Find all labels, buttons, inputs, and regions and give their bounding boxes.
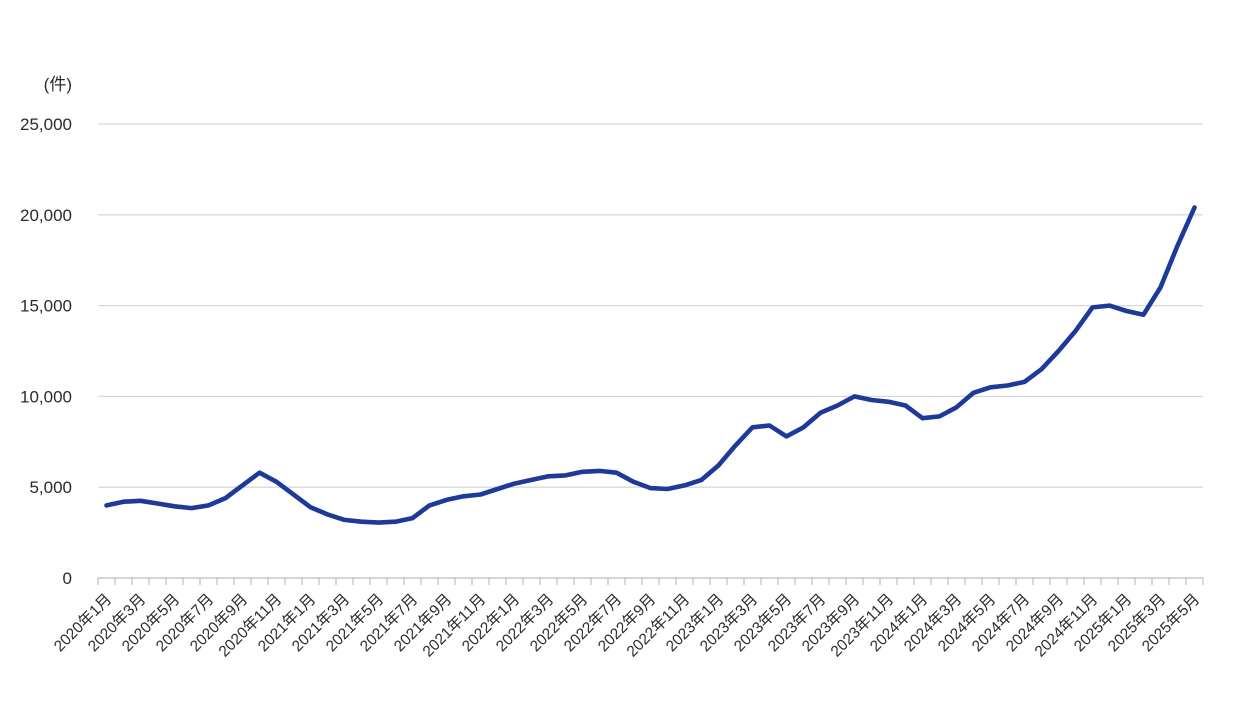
y-axis-tick-label: 10,000: [20, 387, 72, 406]
y-axis-tick-label: 5,000: [29, 478, 72, 497]
gridlines: [98, 123, 1203, 488]
y-axis-tick-label: 25,000: [20, 115, 72, 134]
y-axis-unit-label: (件): [44, 75, 72, 94]
y-axis-tick-label: 0: [63, 569, 72, 588]
cases-trend-line: [104, 205, 1197, 525]
y-axis-tick-label: 20,000: [20, 206, 72, 225]
x-axis: [97, 577, 1204, 585]
x-axis-tick-labels: 2020年1月2020年3月2020年5月2020年7月2020年9月2020年…: [50, 590, 1203, 660]
data-line-series: [104, 205, 1197, 525]
y-axis-tick-label: 15,000: [20, 297, 72, 316]
y-axis-tick-labels: 0 5,000 10,000 15,000 20,000 25,000: [20, 115, 72, 588]
